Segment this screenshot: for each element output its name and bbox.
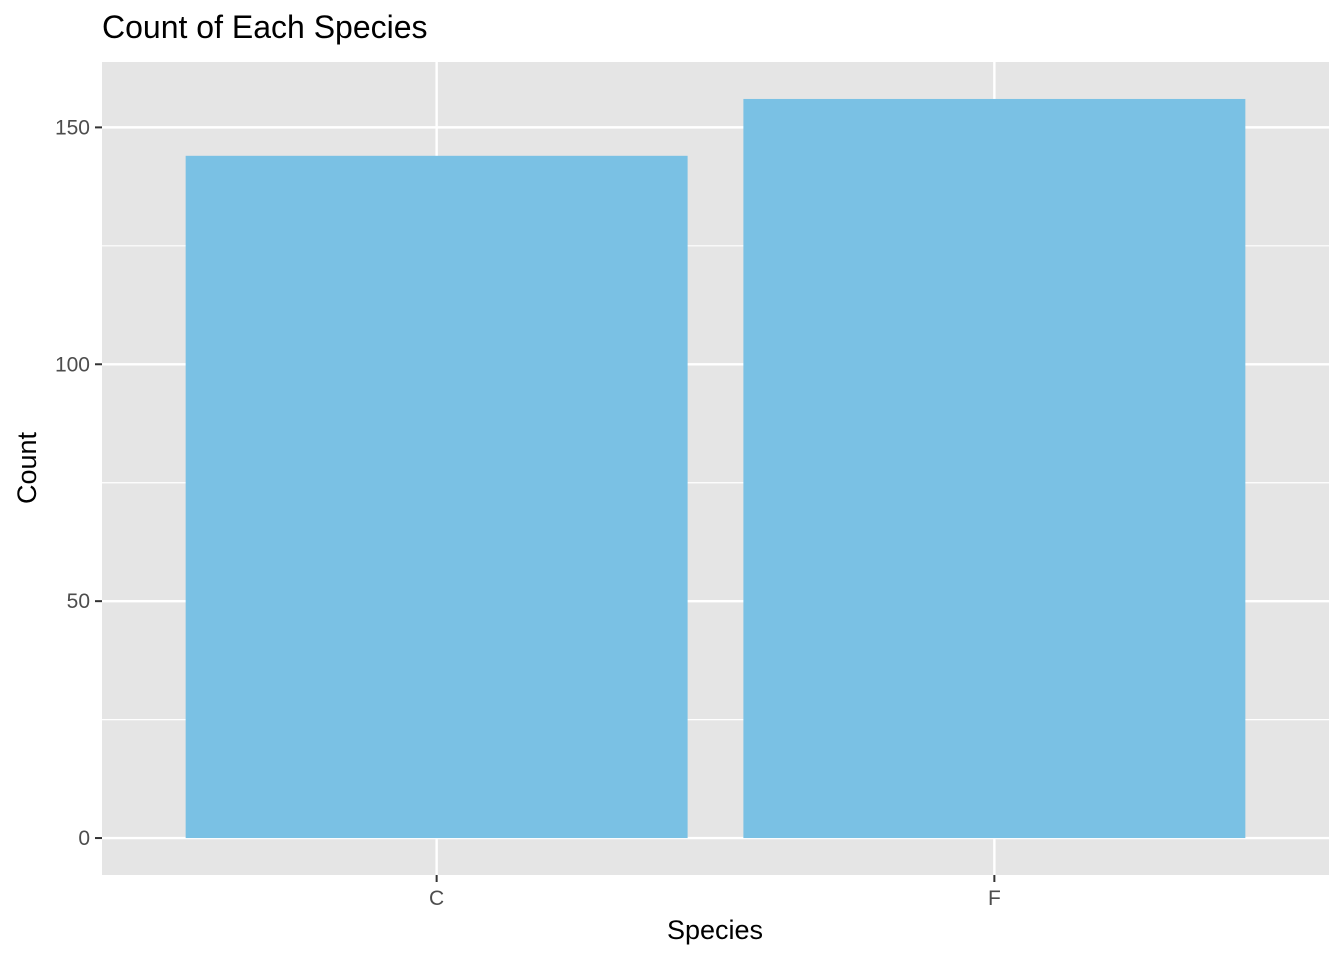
x-tick-label: F	[988, 887, 1001, 910]
axes: 0 50 100 150 C F	[55, 116, 1001, 910]
bar-C	[185, 155, 688, 839]
bar-F	[743, 98, 1246, 839]
chart-title: Count of Each Species	[102, 9, 428, 45]
y-tick-label: 150	[55, 116, 90, 139]
y-tick-label: 0	[78, 827, 90, 850]
y-tick-label: 50	[67, 590, 90, 613]
bars	[185, 98, 1246, 839]
y-axis-title: Count	[12, 431, 42, 504]
y-tick-label: 100	[55, 353, 90, 376]
x-axis-title: Species	[667, 915, 763, 945]
x-tick-label: C	[429, 887, 444, 910]
